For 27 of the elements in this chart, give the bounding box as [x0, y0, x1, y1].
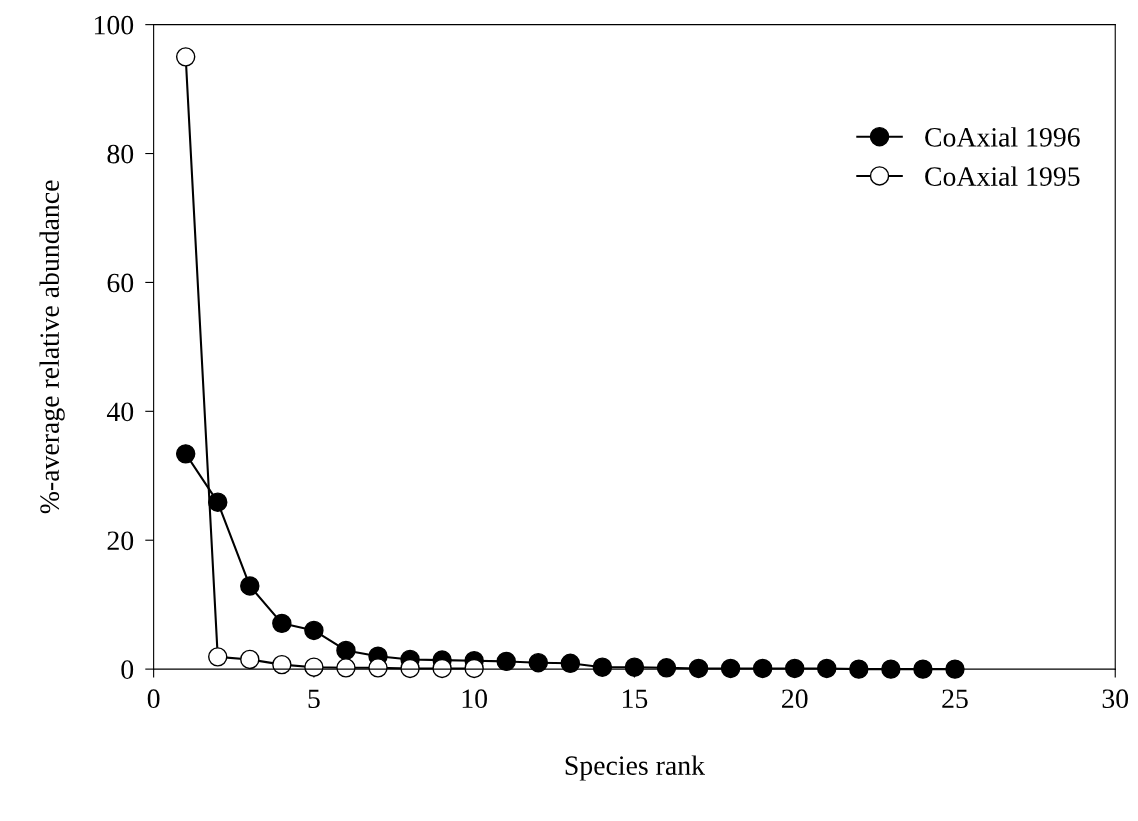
point [272, 613, 292, 634]
x-tick-label: 25 [942, 689, 968, 709]
point [240, 649, 260, 670]
x-tick-label: 10 [462, 689, 487, 709]
y-tick-label: 80 [107, 144, 134, 164]
y-tick-label: 20 [107, 531, 134, 551]
x-tick-label: 0 [147, 689, 160, 709]
point [496, 651, 516, 672]
x-tick-label: 5 [308, 689, 320, 709]
point [175, 444, 196, 464]
x-tick-label: 30 [1102, 689, 1129, 709]
point [336, 640, 356, 661]
y-tick-label: 100 [94, 15, 134, 35]
y-tick-label: 60 [107, 273, 134, 293]
y-tick-label: 40 [106, 402, 134, 422]
point [240, 576, 260, 596]
legend-label: CoAxial 1996 [925, 127, 1080, 147]
x-axis-title: Species rank [565, 755, 706, 781]
y-axis-title: %-average relative abundance [39, 180, 65, 514]
point [304, 620, 324, 641]
point [175, 47, 196, 67]
legend-label: CoAxial 1995 [925, 166, 1080, 186]
point [208, 647, 228, 667]
point [208, 492, 228, 512]
x-tick-label: 15 [622, 689, 648, 709]
y-tick-label: 0 [121, 660, 134, 680]
x-tick-label: 20 [782, 689, 808, 709]
